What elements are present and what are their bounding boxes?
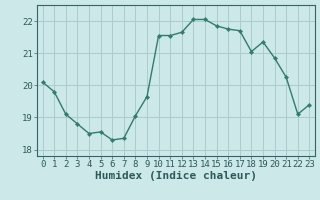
X-axis label: Humidex (Indice chaleur): Humidex (Indice chaleur)	[95, 171, 257, 181]
